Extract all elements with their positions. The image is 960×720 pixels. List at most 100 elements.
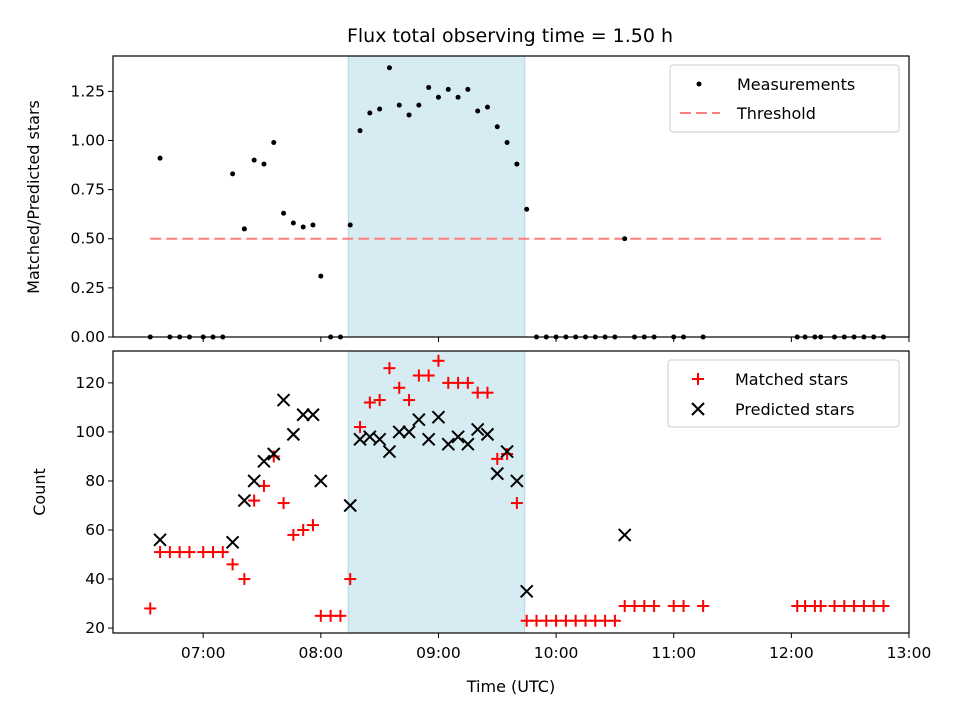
predicted-star-point-21 [441, 437, 455, 451]
bottom-legend: Matched stars Predicted stars [667, 359, 900, 428]
predicted-star-point-10 [314, 474, 328, 488]
bottom-y-tick-label-3: 80 [85, 472, 105, 490]
predicted-star-point-27 [500, 444, 514, 459]
matched-stars-series [144, 354, 890, 627]
bottom-y-tick-label-1: 40 [85, 570, 105, 588]
predicted-star-point-11 [343, 498, 357, 513]
bottom-y-ticks: 20 40 60 80 100 120 [75, 374, 113, 637]
measurement-point-32 [465, 86, 471, 92]
predicted-star-point-30 [618, 528, 632, 542]
predicted-star-point-16 [392, 425, 406, 439]
top-y-tick-label-1: 0.25 [70, 279, 105, 297]
predicted-star-point-8 [296, 408, 310, 422]
matched-star-point-28 [422, 369, 435, 382]
matched-star-point-54 [697, 600, 710, 613]
predicted-star-point-13 [363, 430, 377, 444]
matched-star-point-21 [354, 421, 367, 434]
matched-star-point-36 [501, 447, 514, 460]
bottom-x-tick-label-6: 13:00 [887, 644, 932, 662]
measurement-point-26 [406, 112, 412, 118]
top-y-axis-label: Matched/Predicted stars [24, 100, 43, 294]
bottom-x-tick-label-0: 07:00 [181, 644, 226, 662]
matched-star-point-0 [144, 602, 157, 615]
matched-star-point-53 [677, 600, 690, 613]
matched-star-point-34 [481, 386, 494, 399]
bottom-x-ticks: 07:00 08:00 09:00 10:00 11:00 12:00 13:00 [181, 633, 931, 662]
measurement-point-29 [435, 94, 441, 100]
measurement-point-9 [241, 226, 247, 232]
measurement-point-48 [622, 236, 628, 242]
top-y-tick-label-0: 0.00 [70, 328, 105, 346]
measurement-point-30 [445, 86, 451, 92]
matched-star-point-23 [373, 394, 386, 407]
matched-star-point-24 [383, 362, 396, 375]
predicted-star-point-0 [153, 533, 167, 547]
predicted-star-point-25 [480, 427, 495, 442]
measurement-point-35 [494, 124, 500, 130]
predicted-star-point-5 [267, 447, 281, 461]
matched-star-point-9 [238, 573, 251, 586]
matched-star-point-16 [306, 519, 319, 532]
bottom-x-tick-label-4: 11:00 [651, 644, 696, 662]
measurement-point-20 [347, 222, 353, 228]
legend-marker-predicted-stars [691, 402, 705, 416]
predicted-star-point-20 [431, 410, 446, 424]
matched-star-point-14 [287, 528, 300, 541]
top-y-tick-label-3: 0.75 [70, 181, 105, 199]
matched-star-point-37 [510, 497, 523, 510]
predicted-star-point-1 [225, 535, 240, 549]
matched-star-point-15 [297, 524, 310, 537]
bottom-x-tick-label-5: 12:00 [769, 644, 814, 662]
measurement-point-38 [524, 206, 530, 212]
predicted-star-point-19 [421, 432, 436, 446]
predicted-star-point-2 [237, 493, 252, 508]
bottom-x-tick-label-2: 09:00 [416, 644, 461, 662]
legend-label-threshold: Threshold [736, 104, 816, 123]
top-shaded-region [347, 55, 526, 338]
matched-star-point-13 [277, 497, 290, 510]
predicted-stars-series [153, 393, 632, 599]
top-panel: Flux total observing time = 1.50 h 0.000… [24, 25, 910, 346]
predicted-star-point-6 [276, 393, 291, 407]
measurement-point-21 [357, 128, 363, 134]
bottom-y-tick-label-4: 100 [75, 423, 105, 441]
top-legend-box [669, 64, 900, 133]
measurement-point-33 [475, 108, 481, 114]
measurement-point-15 [300, 224, 306, 230]
matched-star-point-32 [461, 376, 474, 389]
measurement-point-13 [281, 210, 287, 216]
bottom-y-tick-label-5: 120 [75, 374, 105, 392]
bottom-legend-box [667, 359, 900, 428]
matched-star-point-47 [608, 614, 621, 627]
top-axes-frame [112, 55, 910, 338]
predicted-star-point-3 [247, 474, 261, 488]
matched-star-point-20 [344, 573, 357, 586]
measurement-point-12 [271, 139, 277, 145]
bottom-axes-frame [112, 350, 910, 634]
predicted-star-point-12 [353, 432, 367, 446]
top-y-tick-label-2: 0.50 [70, 230, 105, 248]
predicted-star-point-26 [490, 466, 504, 481]
measurement-point-10 [251, 157, 257, 163]
measurement-point-17 [318, 273, 324, 279]
measurement-point-22 [367, 110, 373, 116]
legend-marker-measurements [696, 81, 702, 87]
matched-star-point-22 [363, 396, 376, 409]
predicted-star-point-4 [257, 454, 271, 469]
matched-star-point-19 [334, 609, 347, 622]
predicted-star-point-7 [286, 427, 301, 442]
measurement-point-27 [416, 102, 422, 108]
bottom-x-tick-label-3: 10:00 [534, 644, 579, 662]
bottom-y-tick-label-2: 60 [85, 521, 105, 539]
measurement-point-1 [157, 155, 163, 161]
predicted-star-point-22 [451, 430, 465, 444]
measurement-point-36 [504, 139, 510, 145]
matched-star-point-29 [432, 354, 445, 367]
predicted-star-point-17 [402, 425, 416, 439]
predicted-star-point-24 [470, 422, 485, 437]
bottom-shaded-region [347, 350, 526, 634]
top-legend: Measurements Threshold [669, 64, 900, 133]
measurement-point-31 [455, 94, 461, 100]
predicted-star-point-18 [412, 412, 426, 427]
